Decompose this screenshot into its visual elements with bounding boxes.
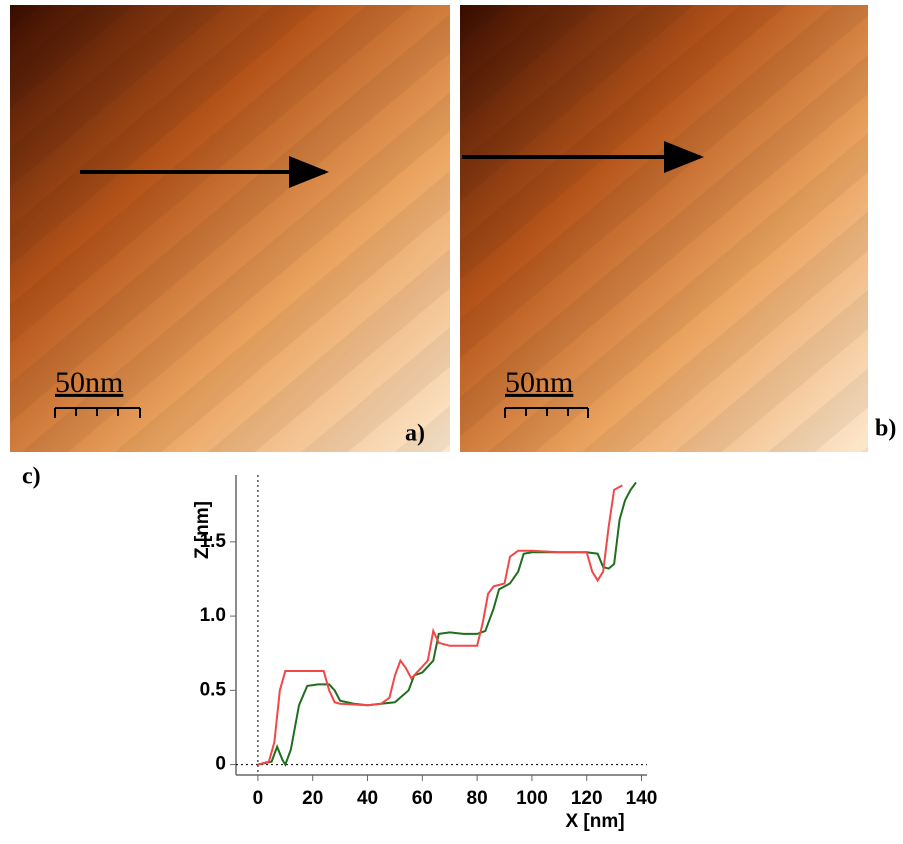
- y-tick-label: 1.5: [200, 531, 227, 552]
- y-axis-label: Z [nm]: [192, 501, 213, 559]
- afm-texture: [460, 5, 868, 452]
- x-tick-label: 40: [357, 788, 378, 809]
- profile-line: [257, 481, 637, 767]
- y-tick-label: 0.5: [200, 679, 227, 700]
- x-tick-label: 0: [253, 788, 264, 809]
- x-tick-label: 120: [571, 788, 603, 809]
- panel-label: b): [875, 416, 896, 442]
- panel-a: 50nm a): [10, 5, 450, 452]
- x-axis-label: X [nm]: [565, 811, 624, 832]
- profile-line: [257, 484, 623, 766]
- panel-label: c): [22, 464, 41, 490]
- scale-bar: [54, 407, 141, 418]
- x-tick-label: 20: [302, 788, 323, 809]
- panel-b: 50nm b): [460, 5, 896, 452]
- scale-bar: [504, 407, 589, 418]
- scale-label: 50nm: [505, 366, 573, 399]
- profile-chart: 0 20 40 60 80 100 120 140 0 0.5 1.0 1.5 X [nm] Z [nm]: [192, 475, 657, 832]
- afm-texture: [10, 5, 450, 452]
- x-tick-label: 140: [626, 788, 658, 809]
- panel-label: a): [405, 421, 425, 447]
- y-tick-label: 0: [215, 754, 226, 775]
- x-tick-label: 60: [412, 788, 433, 809]
- scale-label: 50nm: [55, 366, 123, 399]
- y-tick-label: 1.0: [200, 605, 226, 626]
- x-tick-label: 100: [516, 788, 548, 809]
- x-tick-label: 80: [467, 788, 488, 809]
